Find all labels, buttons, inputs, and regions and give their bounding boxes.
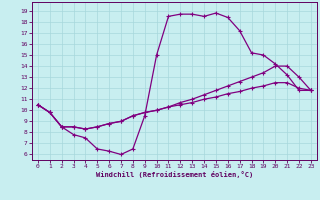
X-axis label: Windchill (Refroidissement éolien,°C): Windchill (Refroidissement éolien,°C) <box>96 171 253 178</box>
